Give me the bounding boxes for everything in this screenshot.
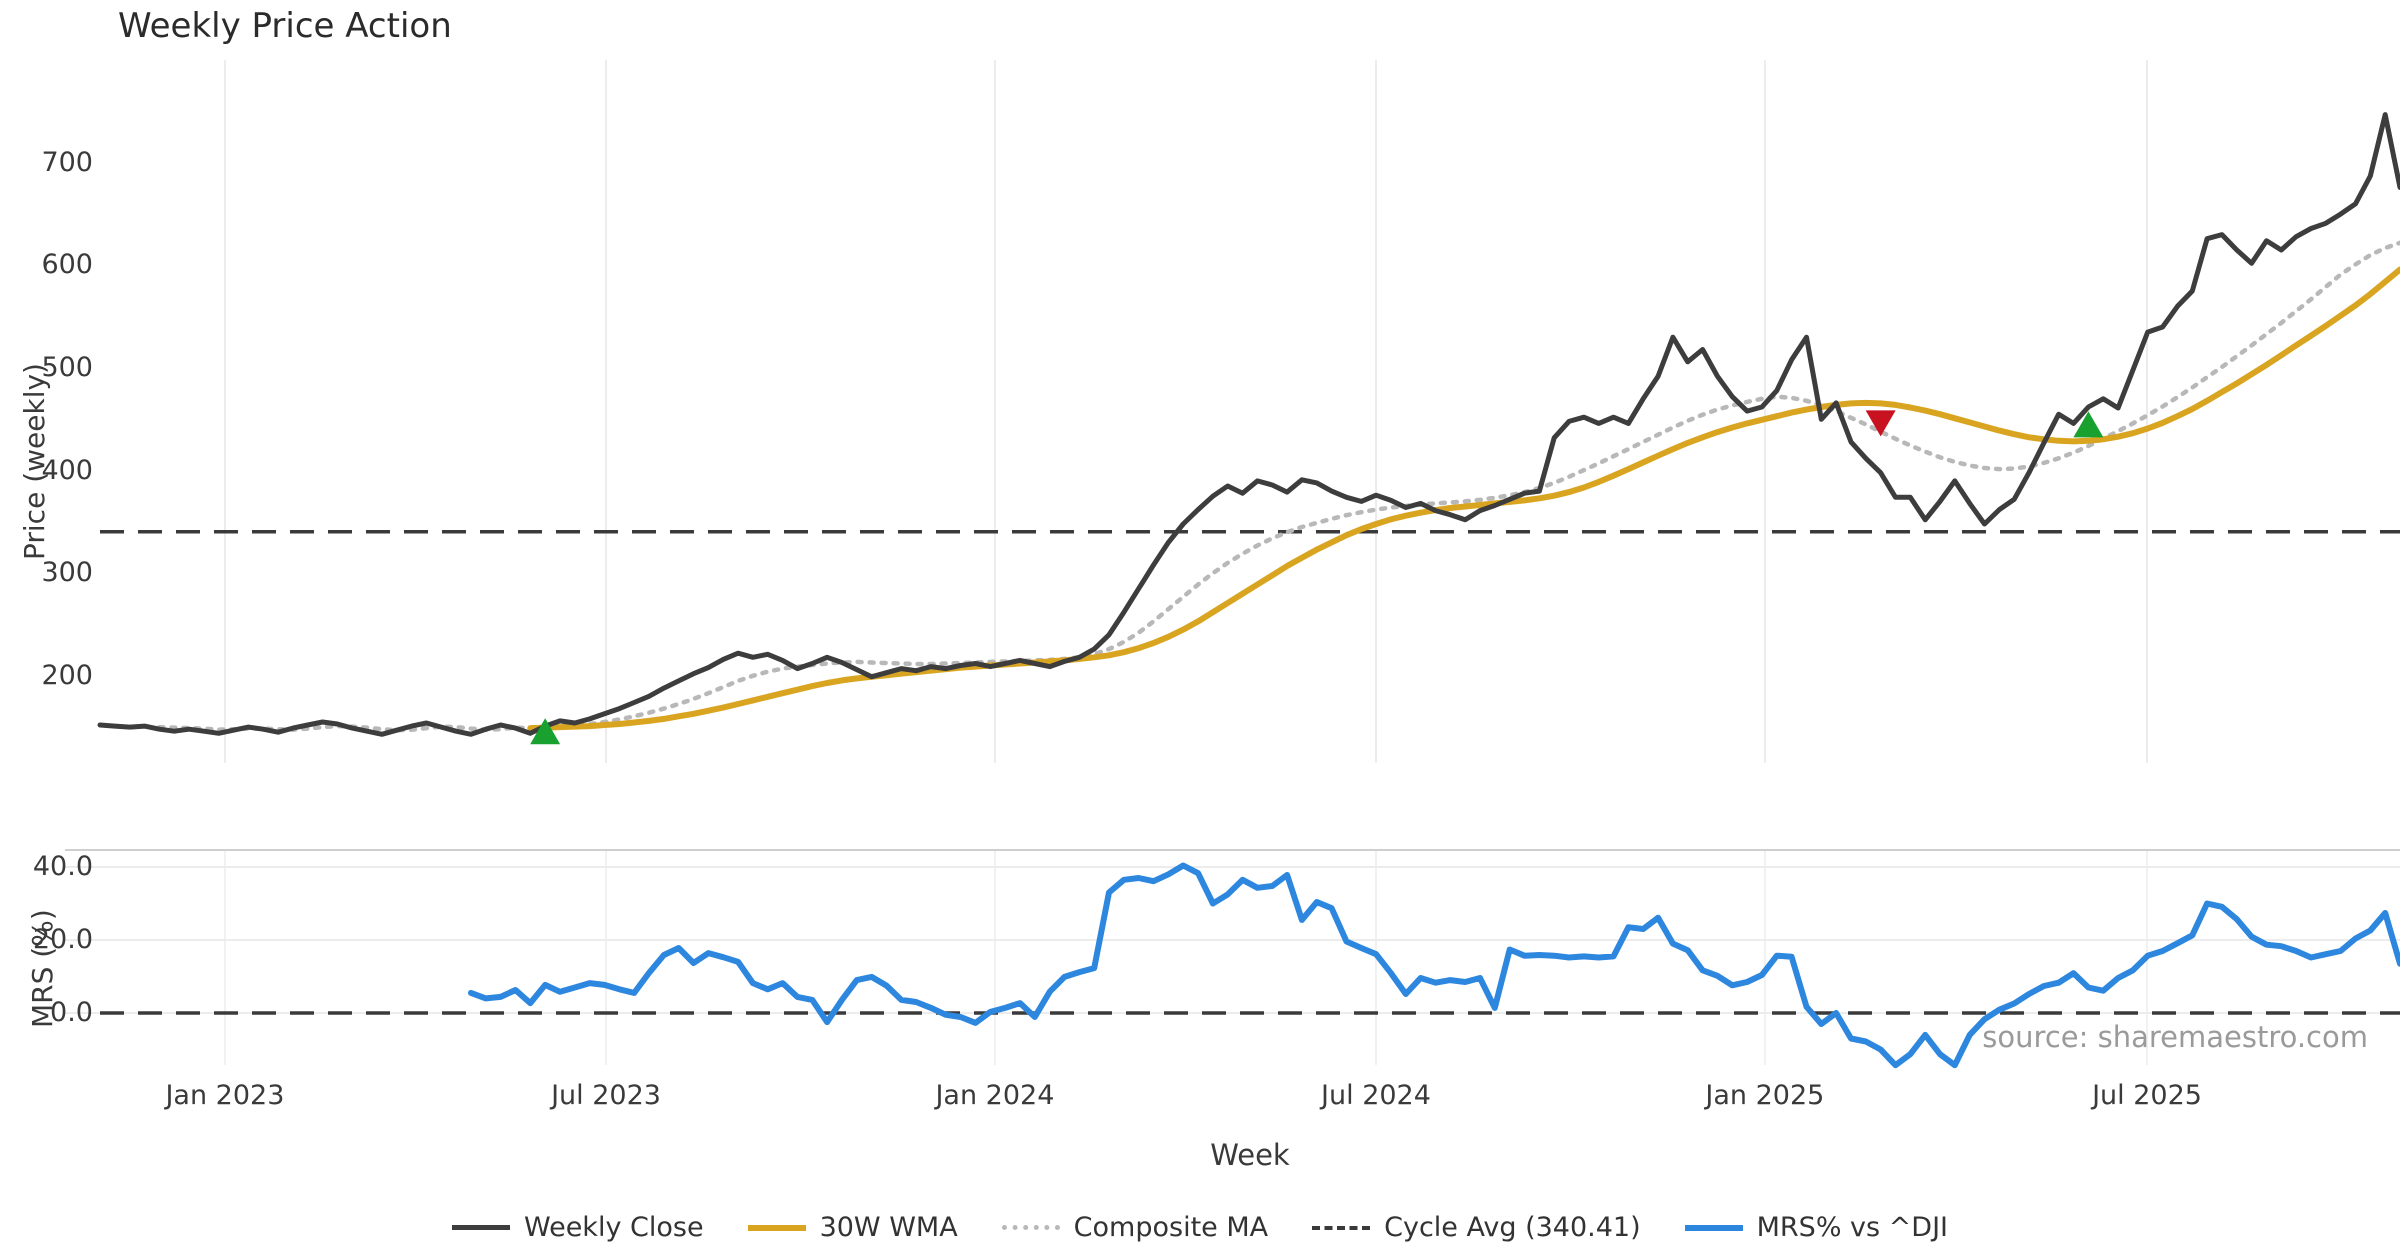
price-ytick-label: 200 [41, 659, 93, 691]
mrs-ytick-label: 40.0 [32, 851, 93, 882]
legend-item-30w-wma: 30W WMA [747, 1212, 958, 1243]
wma-line-swatch-icon [747, 1224, 806, 1231]
price-ytick-label: 300 [41, 557, 93, 589]
cycle-avg-dashed-swatch-icon [1312, 1225, 1371, 1230]
x-tick-label: Jan 2023 [165, 1080, 285, 1111]
weekly-close-line-swatch-icon [451, 1225, 510, 1230]
chart-legend: Weekly Close 30W WMA Composite MA Cycle … [0, 1212, 2400, 1243]
x-tick-label: Jan 2024 [935, 1080, 1055, 1111]
weekly-close-line [97, 112, 2400, 737]
legend-label: 30W WMA [819, 1212, 958, 1243]
legend-item-weekly-close: Weekly Close [451, 1212, 704, 1243]
mrs-line-swatch-icon [1684, 1224, 1743, 1231]
mrs-ytick-label: 0.0 [50, 997, 93, 1028]
legend-item-mrs: MRS% vs ^DJI [1684, 1212, 1949, 1243]
price-ytick-label: 600 [41, 249, 93, 281]
x-axis-title: Week [1210, 1138, 1290, 1172]
buy-signal-triangle-icon [530, 718, 561, 745]
wma-line [527, 266, 2400, 732]
legend-label: Composite MA [1073, 1212, 1269, 1243]
sell-signal-triangle-icon [1865, 410, 1896, 437]
mrs-ytick-label: 20.0 [32, 924, 93, 955]
legend-label: Cycle Avg (340.41) [1384, 1212, 1641, 1243]
mrs-line [468, 862, 2400, 1069]
source-note: source: sharemaestro.com [1982, 1020, 2368, 1054]
legend-item-composite-ma: Composite MA [1001, 1212, 1269, 1243]
price-ytick-label: 400 [41, 454, 93, 486]
x-tick-label: Jul 2023 [551, 1080, 661, 1111]
x-tick-label: Jan 2025 [1705, 1080, 1825, 1111]
chart-title: Weekly Price Action [118, 6, 452, 46]
composite-ma-dotted-swatch-icon [1001, 1225, 1060, 1230]
legend-label: MRS% vs ^DJI [1756, 1212, 1949, 1243]
legend-item-cycle-avg: Cycle Avg (340.41) [1312, 1212, 1641, 1243]
x-tick-label: Jul 2024 [1321, 1080, 1431, 1111]
price-ytick-label: 700 [41, 146, 93, 178]
price-ytick-label: 500 [41, 352, 93, 383]
legend-label: Weekly Close [523, 1212, 704, 1243]
buy-signal-triangle-icon [2073, 411, 2104, 438]
x-tick-label: Jul 2025 [2092, 1080, 2202, 1111]
